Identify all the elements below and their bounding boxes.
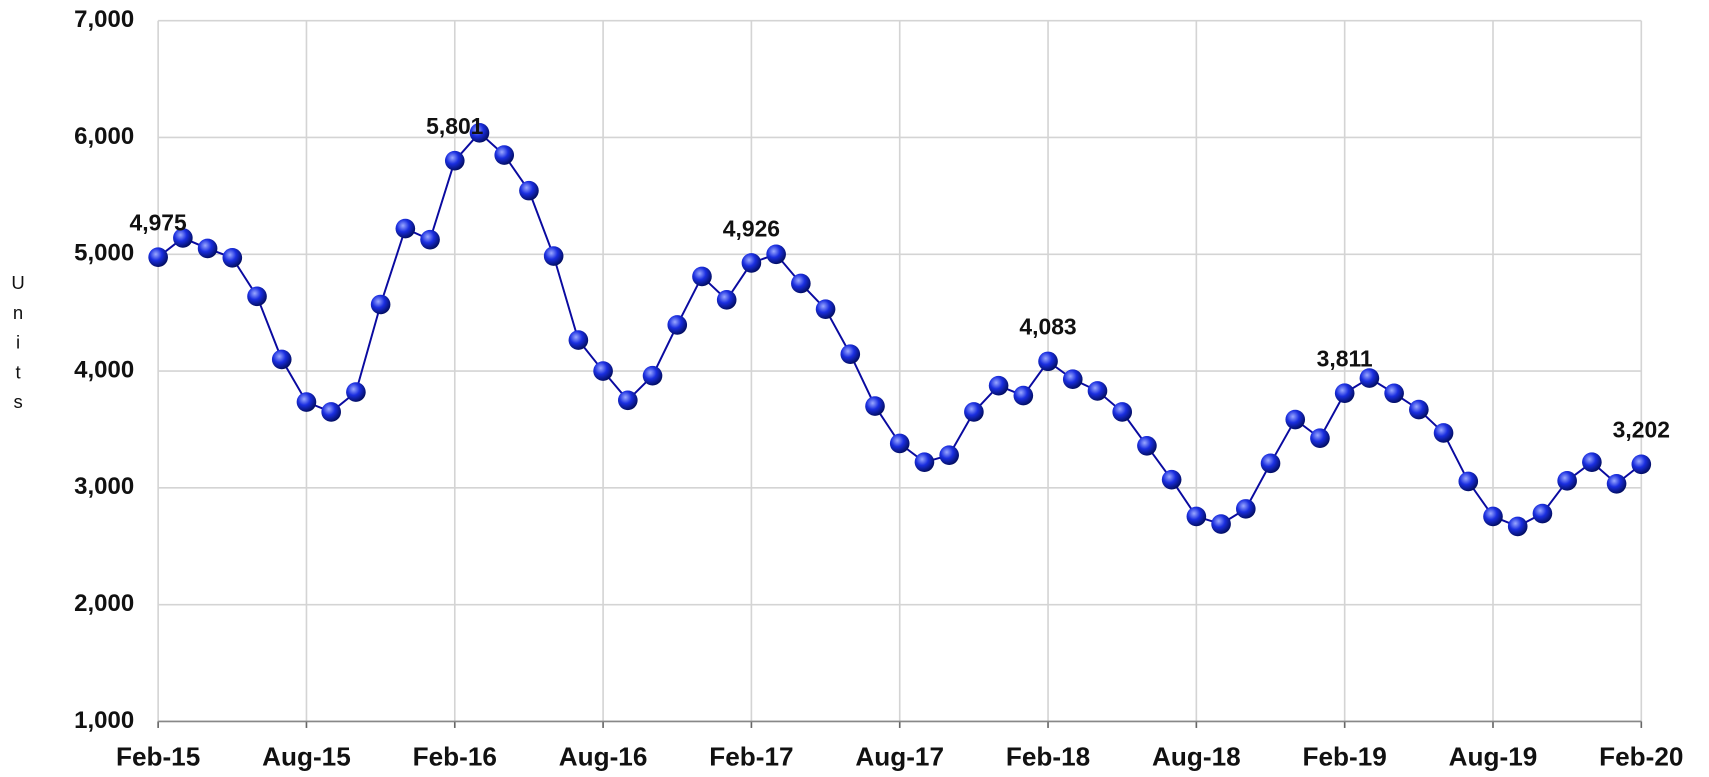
data-point <box>766 244 786 265</box>
data-point <box>865 396 885 416</box>
data-point <box>1359 368 1380 388</box>
data-point <box>568 330 589 350</box>
x-tick-label: Feb-19 <box>1303 741 1387 771</box>
data-point <box>1631 454 1652 475</box>
data-point <box>1038 351 1058 372</box>
data-point <box>543 246 564 266</box>
data-point <box>840 344 861 364</box>
data-point <box>444 150 465 171</box>
data-label: 5,801 <box>426 113 484 139</box>
data-label: 3,202 <box>1613 417 1670 443</box>
data-point <box>791 273 811 294</box>
data-point <box>247 286 267 307</box>
data-point <box>1507 516 1528 537</box>
y-axis-label: Units <box>8 272 29 421</box>
data-point <box>692 266 712 287</box>
data-label: 4,926 <box>723 215 780 241</box>
data-point <box>148 247 168 268</box>
x-tick-label: Aug-19 <box>1449 741 1538 771</box>
data-point <box>173 228 193 248</box>
data-point <box>1211 514 1231 534</box>
data-point <box>716 290 737 310</box>
data-point <box>1334 383 1355 403</box>
data-point <box>1483 506 1503 527</box>
data-point <box>494 145 515 165</box>
data-point <box>988 375 1009 396</box>
data-point <box>296 392 317 412</box>
data-point <box>815 299 836 319</box>
x-tick-label: Aug-17 <box>855 741 944 771</box>
x-tick-label: Feb-17 <box>709 741 793 771</box>
y-tick-label: 5,000 <box>74 240 134 267</box>
data-point <box>395 218 416 239</box>
data-point <box>469 123 490 143</box>
x-tick-label: Feb-18 <box>1006 741 1090 771</box>
data-point <box>1606 473 1627 494</box>
data-point <box>1161 469 1182 490</box>
data-point <box>1384 383 1404 404</box>
x-tick-label: Feb-20 <box>1599 741 1683 771</box>
data-point <box>964 402 984 422</box>
data-point <box>271 349 292 370</box>
data-point <box>420 229 440 250</box>
data-point <box>1582 452 1602 472</box>
y-tick-label: 6,000 <box>74 123 134 150</box>
data-label: 4,083 <box>1019 314 1076 340</box>
data-point <box>1557 471 1577 491</box>
data-point <box>1532 503 1553 524</box>
data-point <box>1458 471 1479 492</box>
data-point <box>889 433 910 454</box>
data-point <box>667 315 688 335</box>
data-point <box>346 382 366 402</box>
data-point <box>1433 423 1454 443</box>
y-tick-label: 1,000 <box>74 707 134 734</box>
x-tick-label: Aug-15 <box>262 741 351 771</box>
data-point <box>1235 499 1256 519</box>
data-point <box>741 253 762 273</box>
data-point <box>222 247 243 268</box>
y-tick-label: 2,000 <box>74 590 134 617</box>
data-point <box>1285 409 1306 430</box>
data-point <box>1310 428 1330 449</box>
data-point <box>1062 369 1083 390</box>
data-point <box>1112 402 1133 422</box>
data-point <box>642 365 663 386</box>
data-point <box>197 238 218 259</box>
data-point <box>1087 381 1108 401</box>
data-point <box>1186 506 1207 527</box>
y-tick-label: 7,000 <box>74 6 134 33</box>
x-tick-label: Aug-18 <box>1152 741 1241 771</box>
data-point <box>618 390 638 411</box>
data-point <box>914 452 935 472</box>
data-point <box>1013 385 1034 406</box>
x-tick-label: Feb-16 <box>413 741 497 771</box>
data-point <box>593 361 613 381</box>
y-tick-label: 3,000 <box>74 473 134 500</box>
x-tick-label: Aug-16 <box>559 741 648 771</box>
data-point <box>1260 453 1281 474</box>
data-point <box>519 180 539 201</box>
data-point <box>1137 435 1157 456</box>
data-point <box>939 445 959 465</box>
data-label: 4,975 <box>130 210 188 236</box>
y-tick-label: 4,000 <box>74 356 134 383</box>
data-label: 3,811 <box>1317 345 1373 371</box>
data-point <box>370 294 391 315</box>
x-tick-label: Feb-15 <box>116 741 200 771</box>
data-point <box>321 402 341 422</box>
data-point <box>1409 399 1429 420</box>
